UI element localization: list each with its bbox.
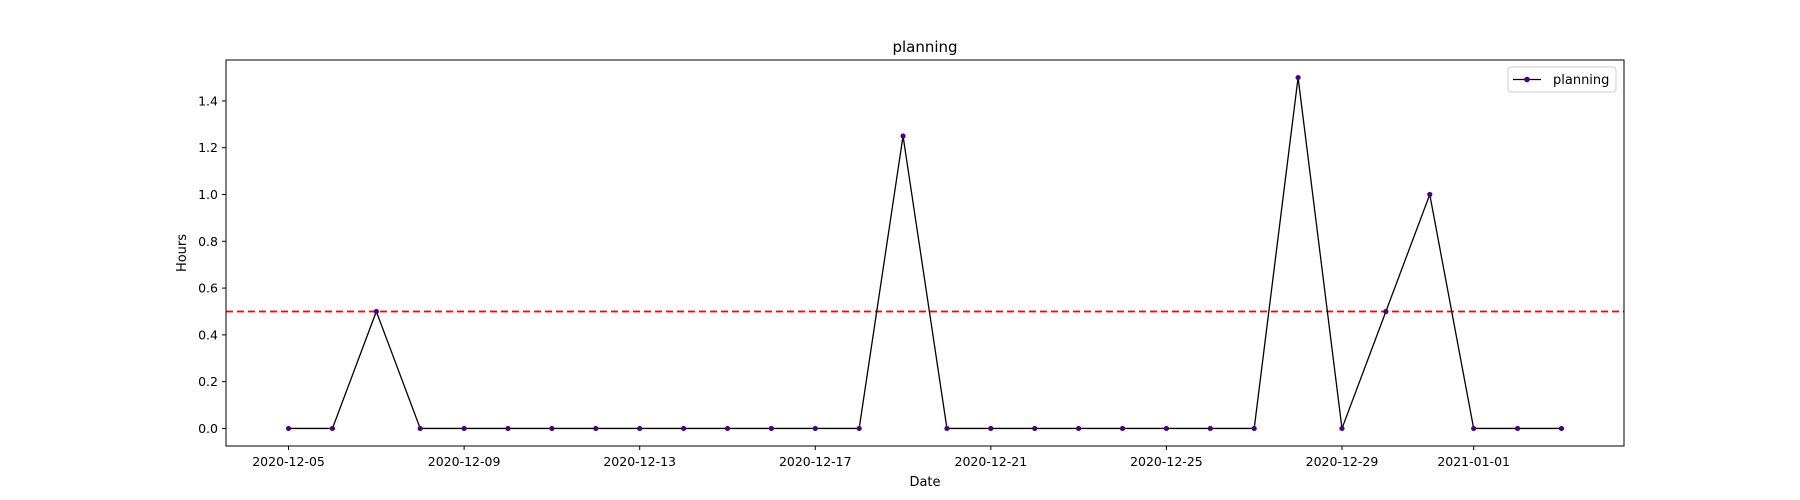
x-tick-label: 2020-12-09 — [428, 454, 501, 469]
y-tick-label: 0.8 — [198, 234, 218, 249]
data-point — [1119, 425, 1126, 432]
data-point — [637, 425, 643, 432]
data-point — [944, 425, 950, 432]
x-axis-label: Date — [909, 475, 940, 490]
data-point — [900, 133, 906, 139]
data-point — [1558, 425, 1565, 432]
data-point — [724, 425, 731, 432]
data-point — [1427, 191, 1433, 198]
data-point — [1207, 425, 1213, 432]
data-point — [329, 425, 336, 432]
x-tick-label: 2020-12-25 — [1130, 454, 1203, 469]
data-point — [1514, 425, 1521, 432]
data-point — [768, 425, 774, 432]
plot-frame — [225, 59, 1625, 447]
data-point — [988, 425, 994, 432]
data-point — [417, 425, 423, 432]
x-tick-label: 2020-12-17 — [779, 454, 852, 469]
y-tick-label: 1.0 — [198, 187, 218, 202]
series-line — [288, 77, 1562, 430]
data-point — [1251, 425, 1257, 432]
x-tick-label: 2020-12-05 — [252, 454, 325, 469]
legend: planning — [1507, 66, 1617, 93]
legend-box — [1507, 66, 1617, 93]
legend-label: planning — [1553, 73, 1609, 88]
y-tick-label: 0.2 — [198, 374, 218, 389]
y-tick-label: 0.0 — [198, 421, 218, 436]
data-point — [461, 425, 467, 432]
data-point — [812, 425, 818, 432]
legend-marker-swatch — [1524, 76, 1530, 83]
y-tick-label: 1.2 — [198, 140, 218, 155]
x-tick-label: 2020-12-13 — [603, 454, 676, 469]
data-point — [1383, 308, 1389, 315]
data-point — [856, 425, 862, 432]
x-tick-label: 2020-12-29 — [1306, 454, 1379, 469]
data-point — [549, 425, 555, 432]
y-tick-label: 0.6 — [198, 281, 218, 296]
y-tick-label: 1.4 — [198, 93, 218, 108]
data-point — [285, 425, 292, 432]
data-point — [1032, 425, 1038, 432]
data-point — [593, 425, 599, 432]
data-point — [1295, 74, 1301, 81]
data-point — [1163, 425, 1170, 432]
data-point — [373, 308, 379, 315]
data-point — [1339, 425, 1345, 432]
x-tick-label: 2020-12-21 — [955, 454, 1028, 469]
chart-title: planning — [892, 38, 957, 56]
data-point — [1076, 425, 1082, 432]
x-tick-label: 2021-01-01 — [1437, 454, 1510, 469]
y-axis-label: Hours — [175, 234, 190, 272]
y-tick-label: 0.4 — [198, 327, 218, 342]
data-point — [1471, 425, 1477, 432]
data-point — [680, 425, 687, 432]
data-point — [505, 425, 511, 432]
